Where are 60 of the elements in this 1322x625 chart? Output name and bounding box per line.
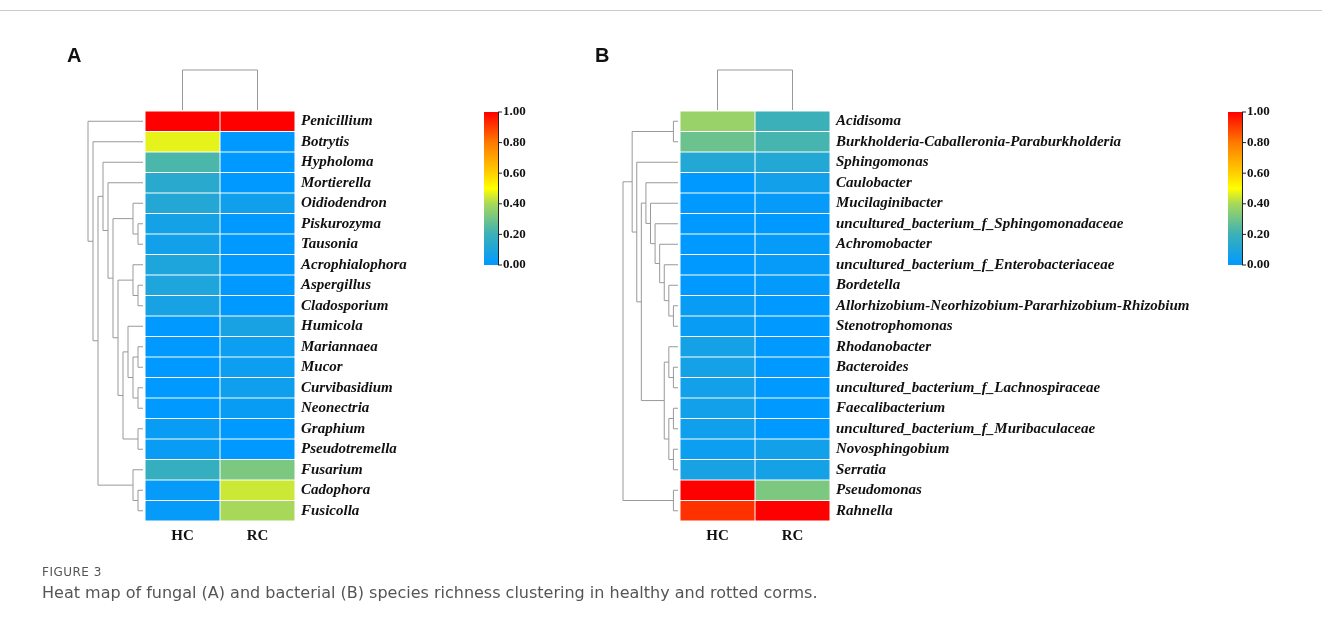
caption: FIGURE 3 [42,565,103,579]
chart-title: B [595,44,610,66]
y-tick-label: Acidisoma [835,112,902,129]
y-tick-label: uncultured_bacterium_f_Sphingomonadaceae [836,214,1124,231]
color-bar-label: 0.40 [1247,195,1270,211]
y-tick-label: Novosphingobium [835,440,950,457]
y-tick-label: Serratia [836,460,887,477]
y-tick-label: Aspergillus [300,276,372,293]
y-tick-label: Botrytis [300,132,350,149]
y-tick-label: Bordetella [835,276,901,293]
color-bar-label: 0.00 [1247,256,1270,272]
y-tick-label: Fusarium [300,460,363,477]
y-tick-label: Fusicolla [300,501,360,518]
color-bar-label: 0.60 [503,164,526,180]
y-tick-label: Burkholderia-Caballeronia-Paraburkholderia [835,132,1122,149]
y-tick-label: Penicillium [301,112,373,129]
y-tick-label: Pseudotremella [301,440,398,457]
y-tick-label: Curvibasidium [301,378,393,395]
y-tick-label: uncultured_bacterium_f_Lachnospiraceae [836,378,1101,395]
y-tick-label: uncultured_bacterium_f_Muribaculaceae [836,419,1096,436]
color-bar-label: 0.40 [503,195,526,211]
color-bar-label: 0.20 [503,225,526,241]
text: Heat map of fungal (A) and bacterial (B) species richness clustering in healthy and rotted corms. [42,583,818,602]
y-tick-label: Cladosporium [301,296,389,313]
x-tick-label: HC [706,526,729,543]
color-bar-label: 1.00 [503,103,526,119]
y-tick-label: Pseudomonas [836,481,923,498]
y-tick-label: Oidiodendron [301,194,387,211]
y-tick-label: Graphium [301,419,366,436]
y-tick-label: Piskurozyma [301,214,382,231]
y-tick-label: uncultured_bacterium_f_Enterobacteriaceae [836,255,1115,272]
y-tick-label: Allorhizobium-Neorhizobium-Pararhizobium-Rhizobium [835,296,1190,313]
y-tick-label: Rhodanobacter [835,337,932,354]
y-tick-label: Mariannaea [300,337,379,354]
y-tick-label: Achromobacter [835,235,932,252]
y-tick-label: Faecalibacterium [835,399,946,416]
color-bar-label: 0.80 [503,133,526,149]
y-tick-label: Mucor [300,358,343,375]
color-bar-label: 0.60 [1247,164,1270,180]
y-tick-label: Humicola [300,317,364,334]
y-tick-label: Stenotrophomonas [836,317,953,334]
y-tick-label: Mortierella [300,173,372,190]
y-tick-label: Hypholoma [300,153,374,170]
x-tick-label: HC [171,526,194,543]
x-tick-label: RC [246,526,269,543]
y-tick-label: Bacteroides [835,358,909,375]
y-tick-label: Caulobacter [836,173,912,190]
color-bar-label: 0.00 [503,256,526,272]
y-tick-label: Rahnella [835,501,894,518]
y-tick-label: Cadophora [301,481,371,498]
y-tick-label: Mucilaginibacter [835,194,943,211]
chart-title: A [67,44,82,66]
y-tick-label: Tausonia [301,235,359,252]
y-tick-label: Sphingomonas [836,153,929,170]
color-bar-label: 0.20 [1247,225,1270,241]
y-tick-label: Neonectria [300,399,370,416]
y-tick-label: Acrophialophora [300,255,408,272]
color-bar-label: 0.80 [1247,133,1270,149]
color-bar-label: 1.00 [1247,103,1270,119]
x-tick-label: RC [781,526,804,543]
